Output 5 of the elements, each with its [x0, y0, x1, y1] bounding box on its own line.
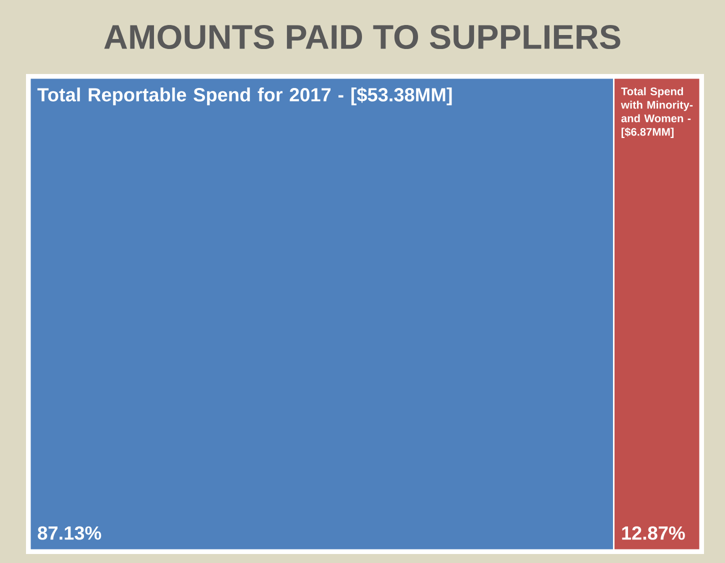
- category-label: Total Reportable Spend for 2017 - [$53.38MM]: [37, 87, 452, 106]
- data-label: 87.13%: [38, 526, 102, 540]
- data-label: 12.87%: [622, 526, 685, 540]
- category-label: Total Spend with Minority- and Women - [$6.87MM]: [620, 87, 693, 138]
- text: AMOUNTS PAID TO SUPPLIERS: [104, 24, 620, 50]
